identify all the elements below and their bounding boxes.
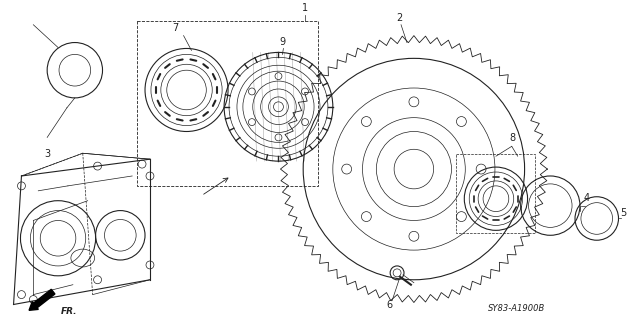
- Text: 8: 8: [510, 133, 516, 143]
- Bar: [456, 154, 536, 233]
- Text: 6: 6: [386, 300, 392, 310]
- Text: 9: 9: [280, 36, 285, 46]
- Text: 4: 4: [583, 193, 590, 203]
- FancyArrow shape: [29, 289, 55, 310]
- Text: 3: 3: [44, 149, 50, 159]
- Text: 2: 2: [396, 13, 402, 23]
- Text: FR.: FR.: [61, 308, 78, 316]
- Text: 5: 5: [620, 207, 627, 218]
- Text: 1: 1: [302, 3, 308, 13]
- Bar: [137, 21, 318, 186]
- Text: SY83-A1900B: SY83-A1900B: [488, 304, 545, 313]
- Text: 7: 7: [173, 23, 179, 33]
